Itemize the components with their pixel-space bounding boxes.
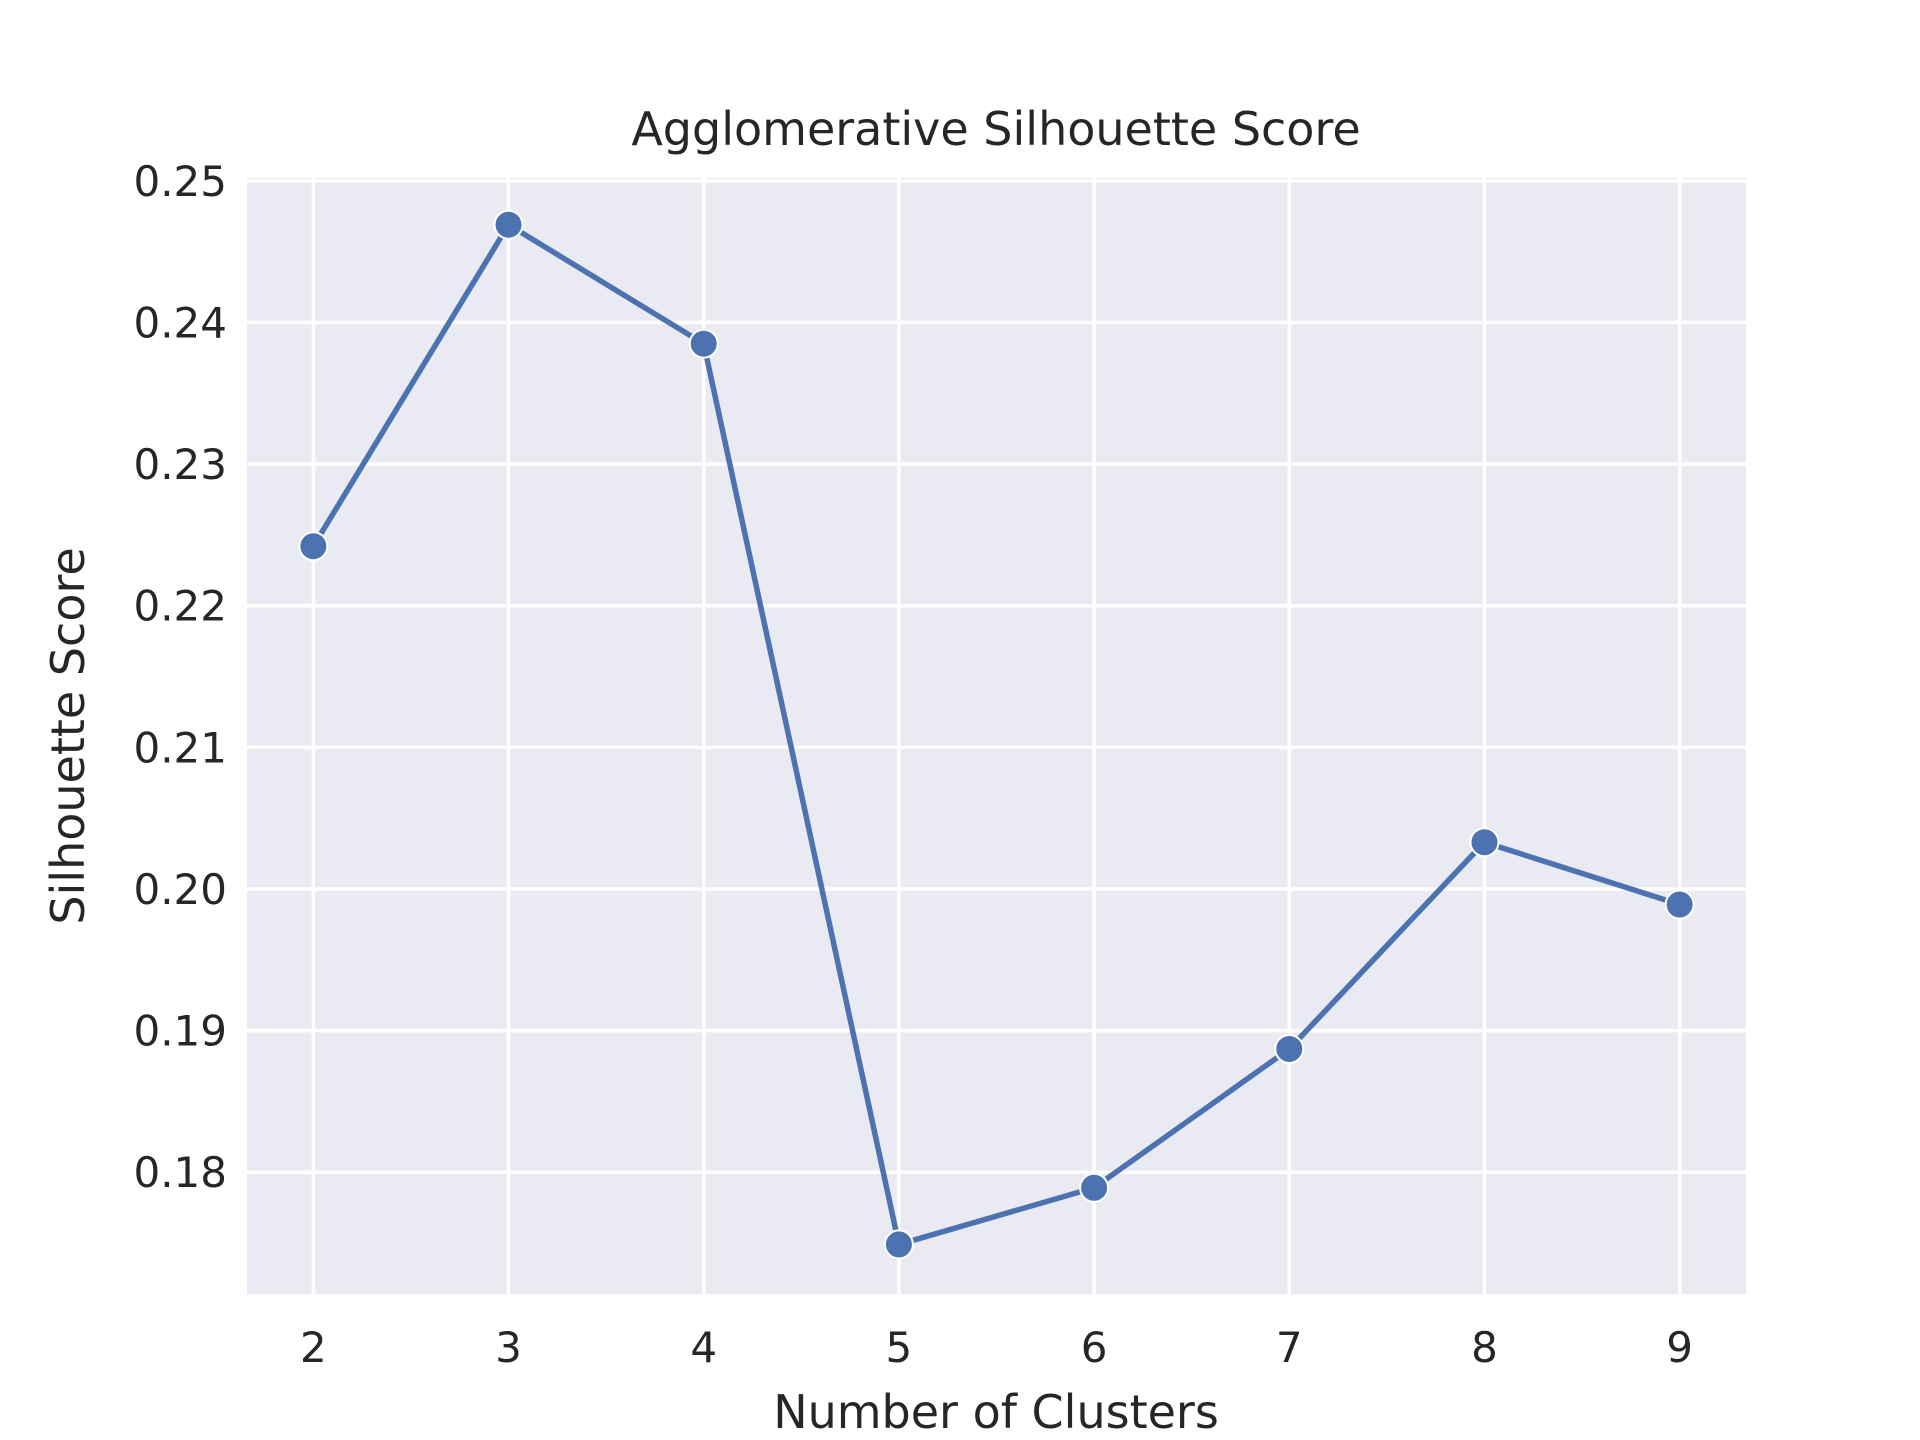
y-tick-label: 0.18: [133, 1148, 227, 1197]
y-tick-label: 0.22: [133, 582, 227, 631]
x-tick-label: 9: [1666, 1323, 1693, 1372]
y-tick-label: 0.20: [133, 865, 227, 914]
x-tick-label: 5: [886, 1323, 913, 1372]
series-layer: [298, 209, 1695, 1260]
data-point: [1274, 1033, 1305, 1064]
data-point: [688, 328, 719, 359]
data-point: [1079, 1172, 1110, 1203]
data-point: [493, 209, 524, 240]
y-tick-label: 0.23: [133, 440, 227, 489]
x-tick-label: 6: [1081, 1323, 1108, 1372]
series-line: [310, 221, 1683, 1248]
x-axis-label: Number of Clusters: [773, 1385, 1219, 1439]
chart-title: Agglomerative Silhouette Score: [631, 102, 1360, 156]
y-tick-label: 0.24: [133, 298, 227, 347]
data-point: [883, 1229, 914, 1260]
data-point: [298, 531, 329, 562]
plot-area: [247, 178, 1746, 1294]
x-tick-label: 3: [495, 1323, 522, 1372]
x-tick-label: 2: [300, 1323, 327, 1372]
data-point: [1664, 889, 1695, 920]
x-tick-label: 7: [1276, 1323, 1303, 1372]
x-tick-label: 4: [690, 1323, 717, 1372]
y-axis-label: Silhouette Score: [41, 547, 95, 924]
data-point: [1469, 827, 1500, 858]
y-tick-label: 0.19: [133, 1007, 227, 1056]
tick-labels: 2 3 4 5 6 7 8 9 0.18 0.19 0.20 0.21 0.22 0.23 0.24 0.25: [133, 157, 1693, 1372]
x-tick-label: 8: [1471, 1323, 1498, 1372]
grid: [247, 178, 1746, 1294]
y-tick-label: 0.25: [133, 157, 227, 206]
y-tick-label: 0.21: [133, 723, 227, 772]
